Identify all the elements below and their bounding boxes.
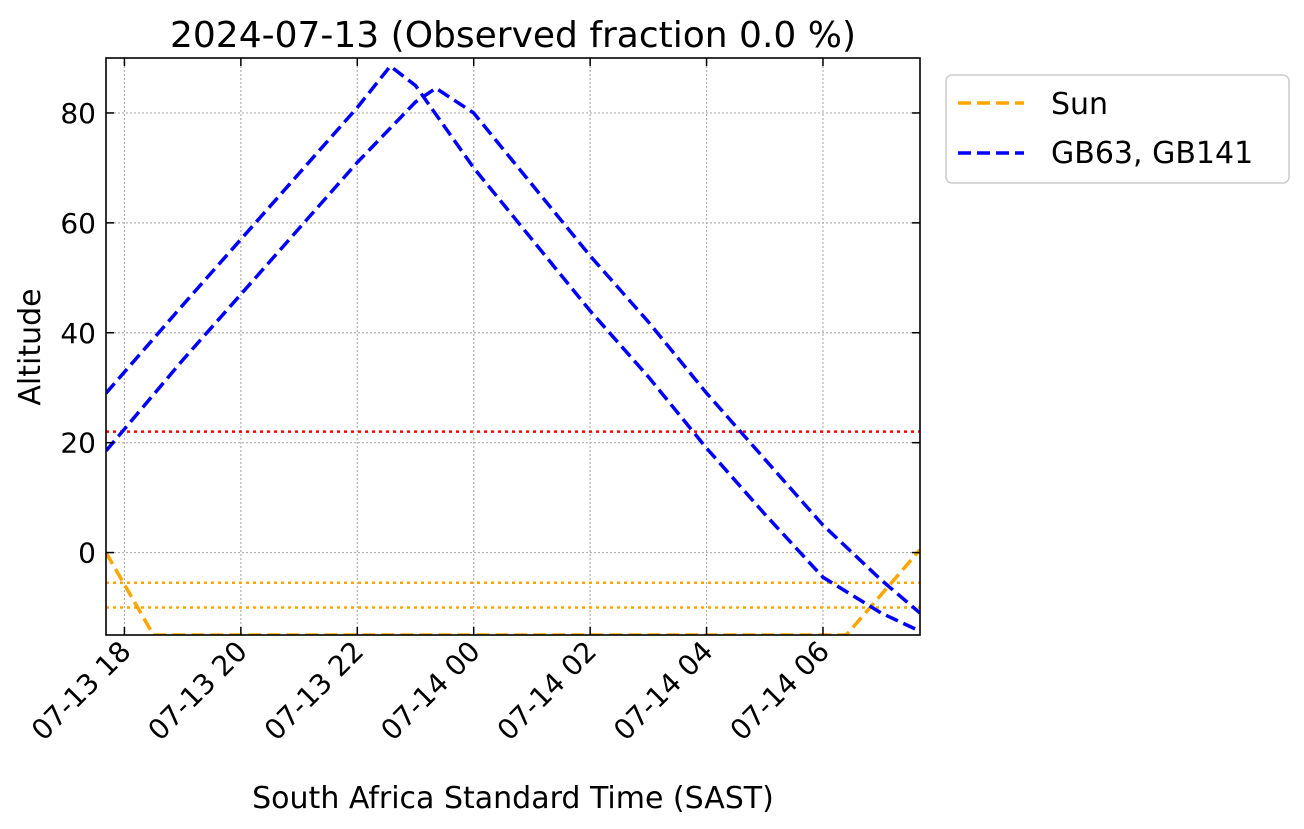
x-axis-label: South Africa Standard Time (SAST) — [252, 781, 774, 816]
series-lines — [106, 64, 920, 635]
legend-box — [945, 74, 1290, 184]
legend-target-label: GB63, GB141 — [1051, 136, 1253, 171]
series-line-0 — [106, 548, 920, 635]
grid — [106, 58, 920, 635]
series-line-1 — [106, 64, 920, 633]
reference-lines — [106, 430, 920, 609]
legend: Sun GB63, GB141 — [945, 74, 1290, 184]
legend-sun-label: Sun — [1051, 87, 1108, 122]
plot-frame — [105, 57, 921, 636]
y-tick-label: 0 — [78, 537, 96, 570]
y-tick-label: 20 — [60, 427, 96, 460]
y-axis-label: Altitude — [13, 288, 48, 405]
chart-title: 2024-07-13 (Observed fraction 0.0 %) — [170, 15, 856, 56]
series-line-2 — [106, 86, 920, 615]
y-tick-label: 40 — [60, 317, 96, 350]
y-tick-label: 60 — [60, 207, 96, 240]
y-tick-label: 80 — [60, 97, 96, 130]
